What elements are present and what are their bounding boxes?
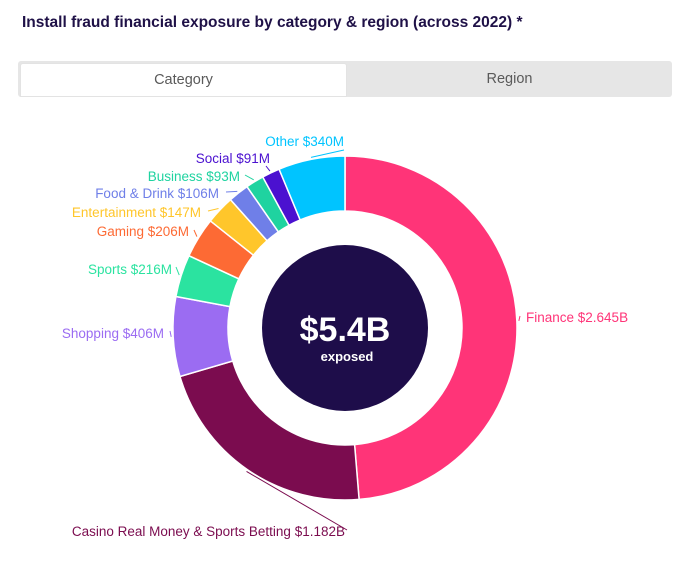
slice-label: Shopping $406M xyxy=(62,326,164,341)
chart-title: Install fraud financial exposure by cate… xyxy=(22,14,523,31)
leader-line xyxy=(310,149,345,158)
tab-category[interactable]: Category xyxy=(20,63,347,97)
slice-label: Food & Drink $106M xyxy=(95,186,219,201)
center-disc xyxy=(262,245,428,411)
leader-line xyxy=(244,174,254,181)
slice-label: Social $91M xyxy=(196,151,270,166)
leader-line xyxy=(169,330,172,337)
leader-line xyxy=(265,165,271,172)
slice-label: Other $340M xyxy=(265,134,344,149)
slice-label: Sports $216M xyxy=(88,262,172,277)
slice-label: Casino Real Money & Sports Betting $1.18… xyxy=(72,524,345,539)
leader-line xyxy=(207,208,219,212)
tab-bar: Category Region xyxy=(18,61,672,97)
leader-line xyxy=(246,471,348,531)
slice-label: Gaming $206M xyxy=(97,224,189,239)
center-value: $5.4B xyxy=(300,311,391,349)
tab-region[interactable]: Region xyxy=(486,71,533,87)
leader-line xyxy=(518,315,521,321)
center-label: exposed xyxy=(321,349,374,364)
leader-line xyxy=(175,266,180,276)
slice-other[interactable] xyxy=(278,155,346,221)
slice-label: Finance $2.645B xyxy=(526,310,628,325)
slice-finance[interactable] xyxy=(344,155,518,501)
leader-line xyxy=(225,190,238,193)
leader-line xyxy=(193,229,198,237)
slice-label: Entertainment $147M xyxy=(72,205,201,220)
slice-label: Business $93M xyxy=(148,169,240,184)
